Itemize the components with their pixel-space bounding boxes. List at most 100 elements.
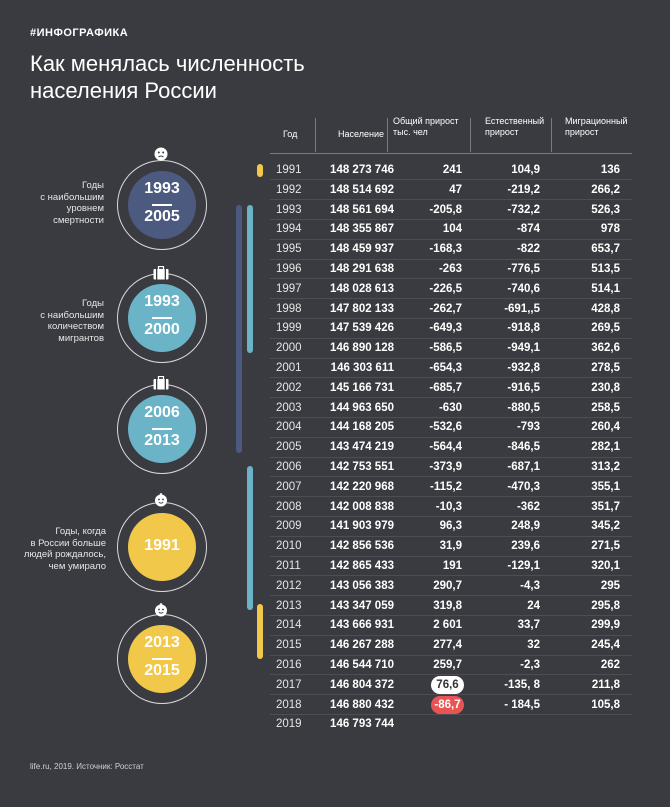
table-row: 1994 148 355 867 104 -874 978	[0, 219, 670, 239]
label-line: людей рождалось,	[23, 549, 106, 560]
natural-growth-cell: -916,5	[507, 381, 540, 394]
births-label: Годы, когда в России больше людей рождал…	[20, 526, 106, 572]
table-row: 2008 142 008 838 -10,3 -362 351,7	[0, 497, 670, 517]
year-cell: 2013	[276, 599, 302, 612]
population-cell: 148 291 638	[330, 263, 394, 275]
table-row: 1997 148 028 613 -226,5 -740,6 514,1	[0, 279, 670, 299]
migration-growth-cell: 230,8	[591, 381, 620, 394]
mortality-label: Годы с наибольшим уровнем смертности	[30, 180, 104, 226]
table-row: 1998 147 802 133 -262,7 -691,,5 428,8	[0, 299, 670, 319]
population-cell: 146 880 432	[330, 698, 394, 711]
total-growth-cell: -373,9	[429, 461, 462, 473]
header-migration-line1: Миграционный	[565, 116, 628, 126]
population-cell: 148 514 692	[330, 183, 394, 196]
migration-growth-cell: 295,8	[591, 599, 620, 612]
row-divider	[270, 397, 632, 399]
total-growth-cell: -564,4	[429, 441, 462, 454]
births-year: 1991	[144, 537, 180, 554]
migration-growth-cell: 514,1	[591, 282, 620, 295]
population-cell: 142 753 551	[330, 461, 394, 473]
births-circle-2: 2013 2015	[128, 625, 196, 693]
natural-growth-cell: -880,5	[507, 401, 540, 414]
population-cell: 143 056 383	[330, 579, 394, 592]
migration-growth-cell: 266,2	[591, 183, 620, 196]
header-natural: Естественный прирост	[485, 116, 544, 138]
page-title: Как менялась численность населения Росси…	[30, 50, 350, 104]
header-population: Население	[338, 129, 384, 139]
year-cell: 2000	[276, 342, 302, 355]
table-row: 1995 148 459 937 -168,3 -822 653,7	[0, 239, 670, 259]
table-row: 2004 144 168 205 -532,6 -793 260,4	[0, 417, 670, 437]
year-cell: 2001	[276, 362, 302, 374]
row-divider	[270, 634, 632, 636]
row-divider	[270, 614, 632, 616]
label-line: количеством	[47, 321, 104, 332]
total-growth-cell: 2 601	[433, 619, 462, 632]
population-cell: 144 963 650	[330, 401, 394, 414]
year-cell: 2019	[276, 718, 302, 731]
row-divider	[270, 258, 632, 260]
header-total: Общий прирост тыс. чел	[393, 116, 459, 138]
table-row: 2007 142 220 968 -115,2 -470,3 355,1	[0, 477, 670, 497]
total-growth-cell: 31,9	[439, 540, 462, 553]
row-divider	[270, 713, 632, 715]
population-cell: 148 459 937	[330, 243, 394, 256]
year-cell: 1991	[276, 164, 302, 176]
table-row: 2000 146 890 128 -586,5 -949,1 362,6	[0, 338, 670, 358]
migration-growth-cell: 105,8	[591, 698, 620, 711]
table-row: 2010 142 856 536 31,9 239,6 271,5	[0, 536, 670, 556]
header-natural-line1: Естественный	[485, 116, 545, 126]
sad-face-icon	[154, 147, 168, 161]
row-divider	[270, 357, 632, 359]
table-row: 2009 141 903 979 96,3 248,9 345,2	[0, 516, 670, 536]
population-cell: 146 267 288	[330, 639, 394, 652]
total-growth-cell: 191	[442, 560, 462, 572]
migrants-circle: 1993 2000	[128, 284, 196, 352]
table-row: 2012 143 056 383 290,7 -4,3 295	[0, 576, 670, 596]
migrants-bar-b	[247, 466, 253, 610]
row-divider	[270, 535, 632, 537]
total-growth-cell: -115,2	[430, 480, 462, 493]
migration-growth-cell: 295	[600, 579, 620, 592]
total-growth-cell: -532,6	[429, 421, 462, 434]
year-cell: 1996	[276, 263, 302, 275]
migration-growth-cell: 278,5	[591, 362, 620, 374]
header-total-line1: Общий прирост	[393, 116, 459, 126]
year-cell: 2004	[276, 421, 302, 434]
year-cell: 2008	[276, 500, 302, 513]
year-dash	[152, 658, 172, 660]
migrants-bar-a	[247, 205, 253, 353]
natural-growth-cell: -874	[516, 223, 540, 236]
row-divider	[270, 515, 632, 517]
label-line: в России больше	[30, 537, 106, 549]
natural-growth-cell: -949,1	[507, 342, 540, 355]
year-cell: 2018	[276, 698, 302, 711]
row-divider	[270, 555, 632, 557]
row-divider	[270, 238, 632, 240]
mortality-circle-ring	[117, 160, 207, 250]
natural-growth-cell: 104,9	[511, 164, 540, 176]
migration-growth-cell: 211,8	[591, 678, 620, 691]
total-growth-cell: -262,7	[429, 302, 462, 315]
migration-growth-cell: 136	[600, 164, 620, 176]
year-cell: 2007	[276, 480, 302, 493]
migration-growth-cell: 320,1	[591, 560, 620, 572]
mortality-bar	[236, 205, 242, 453]
header-year: Год	[283, 129, 298, 139]
suitcase-icon	[153, 376, 169, 390]
migration-growth-cell: 260,4	[591, 421, 620, 434]
migrants-2-year-start: 2006	[144, 404, 180, 421]
natural-growth-cell: 32	[527, 639, 540, 652]
migration-growth-cell: 313,2	[591, 461, 620, 473]
natural-growth-cell: -4,3	[520, 579, 540, 592]
natural-growth-cell: 239,6	[511, 540, 540, 553]
natural-growth-cell: 248,9	[511, 520, 540, 533]
table-row: 2003 144 963 650 -630 -880,5 258,5	[0, 398, 670, 418]
population-cell: 142 856 536	[330, 540, 394, 553]
migrants-label: Годы с наибольшим количеством мигрантов	[30, 298, 104, 344]
migration-growth-cell: 526,3	[591, 203, 620, 216]
year-cell: 2003	[276, 401, 302, 414]
natural-growth-cell: -793	[516, 421, 540, 434]
population-cell: 148 561 694	[330, 203, 394, 216]
natural-growth-cell: -2,3	[520, 659, 540, 671]
